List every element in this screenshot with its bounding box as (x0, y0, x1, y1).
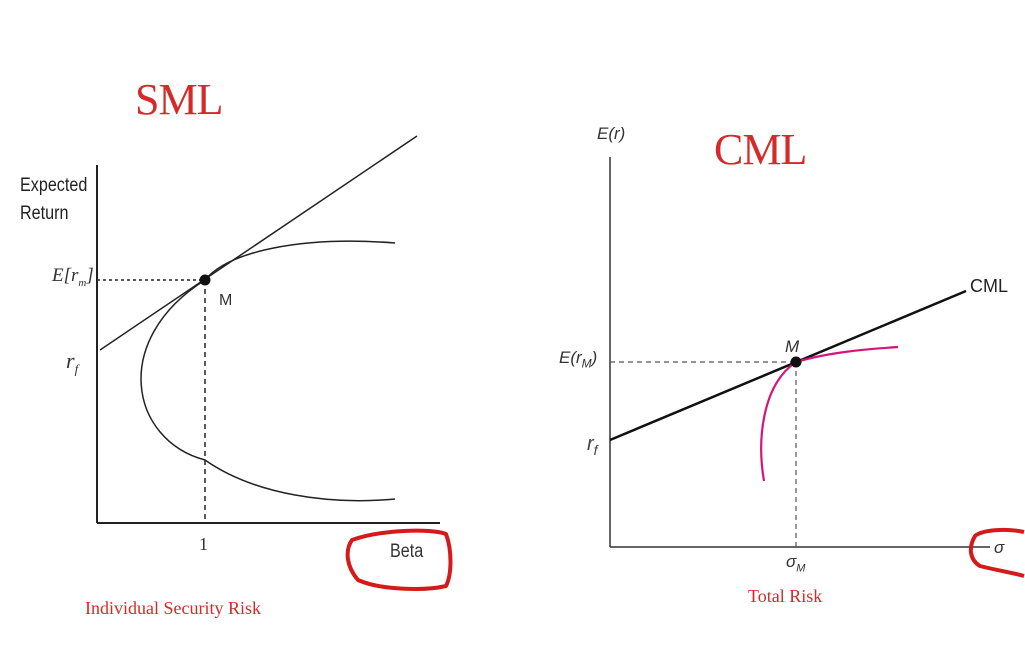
beta-annotation-circle (345, 528, 453, 591)
cml-market-return-label: E(rM) (559, 348, 597, 370)
sml-market-return-text: E[r (52, 265, 79, 286)
sml-risk-free-text: r (66, 348, 75, 373)
cml-x-tick-label: σM (786, 552, 805, 574)
cml-market-return-sub: M (581, 356, 592, 371)
sml-heading: SML (135, 75, 223, 124)
cml-x-tick-sub: M (796, 562, 806, 575)
sigma-annotation-circle (968, 527, 1025, 578)
sml-caption: Individual Security Risk (85, 598, 261, 618)
cml-risk-free-text: r (587, 433, 594, 455)
sml-market-return-sub: m (78, 276, 87, 289)
sml-y-axis-label: Expected Return (20, 172, 87, 228)
cml-risk-free-sub: f (593, 442, 598, 458)
cml-market-point (790, 356, 802, 368)
cml-x-axis-label: σ (994, 538, 1005, 557)
cml-market-return-close: ) (591, 348, 598, 367)
cml-line (609, 289, 967, 442)
sml-line (99, 135, 418, 351)
sml-panel (96, 135, 453, 591)
cml-caption: Total Risk (748, 586, 823, 606)
cml-x-tick-text: σ (786, 552, 797, 571)
cml-y-axis-label: E(r) (597, 124, 626, 143)
sml-x-tick-label: 1 (199, 534, 208, 554)
cml-heading: CML (714, 125, 807, 174)
cml-risk-free-label: rf (587, 433, 598, 458)
cml-line-label: CML (970, 276, 1009, 296)
sml-x-axis-label: Beta (390, 541, 424, 562)
sml-efficient-frontier (140, 240, 396, 502)
cml-market-return-text: E(r (559, 348, 582, 367)
sml-y-axis-label-line2: Return (20, 203, 69, 224)
sml-y-axis-label-line1: Expected (20, 175, 88, 196)
cml-panel (609, 157, 1025, 578)
sml-risk-free-label: rf (66, 348, 78, 377)
sml-market-point-label: M (219, 292, 233, 309)
sml-market-point (199, 274, 211, 286)
sml-market-return-close: ] (86, 265, 94, 286)
sml-risk-free-sub: f (74, 361, 79, 377)
cml-market-point-label: M (785, 337, 800, 356)
sml-market-return-label: E[rm] (52, 265, 94, 289)
